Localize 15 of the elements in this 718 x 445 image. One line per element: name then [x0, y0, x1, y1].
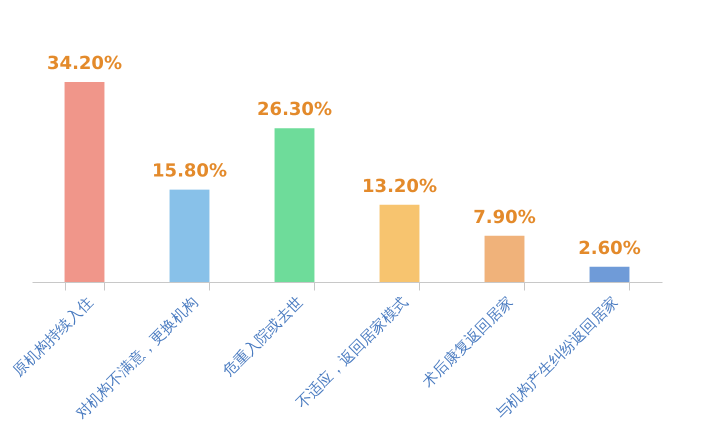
x-tick-label: 危重入院或去世: [219, 293, 306, 380]
x-tick-label: 术后康复返回居家: [418, 293, 516, 391]
bar: [274, 128, 314, 282]
x-tick-label: 原机构持续入住: [9, 293, 96, 380]
bar: [380, 204, 420, 282]
bar: [64, 82, 104, 282]
data-label: 7.90%: [473, 206, 536, 228]
bar: [590, 266, 630, 282]
bar: [484, 236, 524, 282]
bar: [170, 190, 210, 282]
data-label: 15.80%: [152, 160, 227, 182]
data-label: 26.30%: [257, 99, 332, 120]
data-label: 13.20%: [362, 176, 437, 197]
data-label: 34.20%: [47, 53, 122, 74]
data-label: 2.60%: [578, 238, 641, 259]
